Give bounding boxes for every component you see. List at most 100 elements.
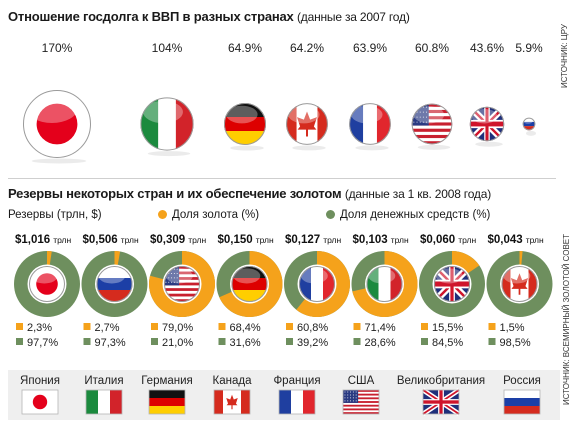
legend-swatch-cash xyxy=(326,210,335,219)
debt-bubble-chart: 170% 104% 64.9% 64.2% 63.9% 60.8% 43.6% 5.9% xyxy=(23,41,543,164)
cash-marker xyxy=(83,338,91,345)
country-flag-france xyxy=(278,389,316,415)
bubble-label-france: 63.9% xyxy=(353,41,387,55)
cash-pct-germany: 31,6% xyxy=(230,337,261,349)
reserve-value-france: $0,127 трлн xyxy=(285,234,341,246)
gold-marker xyxy=(151,323,158,330)
bubble-label-canada: 64.2% xyxy=(290,41,324,55)
gold-pct-germany: 68,4% xyxy=(230,322,261,334)
country-name-canada: Канада xyxy=(213,375,253,387)
donut-flag-japan xyxy=(29,266,65,302)
gold-pct-uk: 15,5% xyxy=(432,322,463,334)
country-flag-germany xyxy=(148,389,186,415)
country-name-japan: Япония xyxy=(20,375,60,387)
bubble-shadow xyxy=(355,145,389,151)
donut-gold-japan xyxy=(47,251,52,268)
gold-marker xyxy=(16,323,23,330)
reserve-unit: трлн xyxy=(391,235,409,245)
cash-pct-uk: 84,5% xyxy=(432,337,463,349)
bubble-usa xyxy=(411,103,453,145)
bubble-label-japan: 170% xyxy=(42,41,73,55)
reserve-value-germany: $0,150 трлн xyxy=(218,234,274,246)
cash-marker xyxy=(218,338,226,345)
country-name-france: Франция xyxy=(273,375,320,387)
cash-pct-canada: 98,5% xyxy=(500,337,531,349)
legend-label-reserves: Резервы (трлн, $) xyxy=(8,209,102,221)
donut-flag-uk xyxy=(434,266,470,302)
reserve-value-canada: $0,043 трлн xyxy=(488,234,544,246)
cash-marker xyxy=(353,338,361,345)
donut-gold-usa xyxy=(149,251,216,318)
legend-item-gold: Доля золота (%) xyxy=(158,209,259,221)
section-divider xyxy=(8,178,556,179)
cash-marker xyxy=(421,338,428,345)
country-flag-uk xyxy=(421,388,461,416)
gold-pct-russia: 2,7% xyxy=(95,322,120,334)
cash-marker xyxy=(16,338,23,345)
country-flag-russia xyxy=(503,389,541,415)
donut-flag-russia xyxy=(96,266,133,302)
bubble-shadow xyxy=(31,158,87,164)
donut-gold-uk xyxy=(452,251,480,275)
bubble-shadow xyxy=(292,145,326,151)
gold-pct-italy: 71,4% xyxy=(365,322,396,334)
reserves-chart-title: Резервы некоторых стран и их обеспечение… xyxy=(8,186,491,201)
bubble-canada xyxy=(286,103,328,145)
bubble-shadow xyxy=(230,145,264,151)
gold-marker xyxy=(286,323,293,330)
debt-chart-title-main: Отношение госдолга к ВВП в разных страна… xyxy=(8,9,294,24)
bubble-label-uk: 43.6% xyxy=(470,41,504,55)
bubble-shadow xyxy=(147,151,191,157)
country-name-italy: Италия xyxy=(84,375,123,387)
reserve-unit: трлн xyxy=(188,235,206,245)
gold-marker xyxy=(488,323,496,330)
country-name-germany: Германия xyxy=(141,375,193,387)
cash-pct-japan: 97,7% xyxy=(27,337,58,349)
country-flag-japan xyxy=(21,389,59,415)
bubble-russia xyxy=(522,117,536,131)
legend-item-cash: Доля денежных средств (%) xyxy=(326,209,490,221)
country-legend: Япония Италия Германия Канада Франция США Вели… xyxy=(20,375,541,416)
country-name-russia: Россия xyxy=(503,375,541,387)
bubble-shadow xyxy=(417,144,451,150)
gold-marker xyxy=(421,323,428,330)
reserve-value-japan: $1,016 трлн xyxy=(15,234,71,246)
gold-pct-usa: 79,0% xyxy=(162,322,193,334)
gold-pct-canada: 1,5% xyxy=(500,322,525,334)
reserve-unit: трлн xyxy=(526,235,544,245)
cash-pct-russia: 97,3% xyxy=(95,337,126,349)
debt-chart-title: Отношение госдолга к ВВП в разных страна… xyxy=(8,9,410,24)
donut-flag-canada xyxy=(501,266,538,302)
donut-gold-germany xyxy=(219,251,283,318)
bubble-label-russia: 5.9% xyxy=(515,41,543,55)
bubble-label-germany: 64.9% xyxy=(228,41,262,55)
country-flag-canada xyxy=(213,389,251,415)
reserve-value-italy: $0,103 трлн xyxy=(353,234,409,246)
cash-pct-italy: 28,6% xyxy=(365,337,396,349)
legend-item-reserves: Резервы (трлн, $) xyxy=(8,209,102,221)
cash-marker xyxy=(286,338,293,345)
reserve-unit: трлн xyxy=(458,235,476,245)
reserve-value-uk: $0,060 трлн xyxy=(420,234,476,246)
reserve-value-russia: $0,506 трлн xyxy=(83,234,139,246)
reserves-donut-chart: $1,016 трлн 2,3% 97,7% $0,506 трлн 2,7% 97,3% $0… xyxy=(14,234,553,349)
cash-marker xyxy=(488,338,496,345)
donut-gold-canada xyxy=(519,251,523,268)
cash-marker xyxy=(151,338,158,345)
donut-gold-russia xyxy=(114,251,121,268)
bubble-shadow xyxy=(525,130,537,136)
legend-swatch-gold xyxy=(158,210,167,219)
country-flag-italy xyxy=(85,389,123,415)
gold-marker xyxy=(218,323,226,330)
country-name-usa: США xyxy=(348,375,375,387)
debt-chart-title-sub: (данные за 2007 год) xyxy=(297,10,410,24)
gold-pct-france: 60,8% xyxy=(297,322,328,334)
country-flag-usa xyxy=(342,389,380,415)
country-name-uk: Великобритания xyxy=(397,375,485,387)
bubble-japan xyxy=(23,90,91,158)
bubble-label-italy: 104% xyxy=(152,41,183,55)
reserves-chart-title-main: Резервы некоторых стран и их обеспечение… xyxy=(8,186,342,201)
gold-marker xyxy=(83,323,91,330)
gold-pct-japan: 2,3% xyxy=(27,322,52,334)
